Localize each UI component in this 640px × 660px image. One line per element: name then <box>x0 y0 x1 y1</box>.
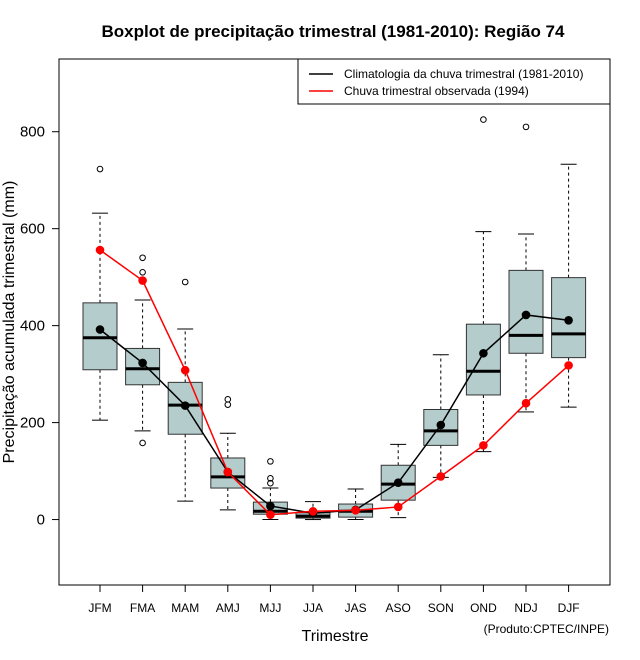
series-point-climatology-son <box>436 420 446 430</box>
x-tick-label-fma: FMA <box>130 601 155 615</box>
x-tick-label-jja: JJA <box>303 601 323 615</box>
y-tick-label-200: 200 <box>20 415 45 432</box>
legend-label-observed: Chuva trimestral observada (1994) <box>344 84 529 98</box>
x-tick-label-son: SON <box>428 601 454 615</box>
series-point-observed-fma <box>138 276 147 285</box>
x-tick-label-aso: ASO <box>386 601 411 615</box>
x-axis-title: Trimestre <box>302 628 369 645</box>
x-tick-label-jas: JAS <box>345 601 367 615</box>
boxes-layer <box>82 269 587 519</box>
series-point-climatology-aso <box>393 478 403 488</box>
series-point-climatology-ond <box>479 348 488 358</box>
x-axis: JFM FMA MAM AMJ MJJ JJA JAS ASO SON OND NDJ DJF <box>88 585 580 615</box>
series-point-climatology-ndj <box>521 310 531 320</box>
y-tick-label-600: 600 <box>20 221 45 238</box>
series-point-observed-jas <box>351 506 360 515</box>
outliers-layer <box>96 116 530 487</box>
legend-box <box>297 58 611 105</box>
series-point-observed-ndj <box>521 398 531 408</box>
outlier-amj-1 <box>224 396 232 403</box>
x-tick-label-ond: OND <box>470 601 497 615</box>
series-point-observed-mam <box>180 365 190 375</box>
outlier-jfm-0 <box>96 165 104 173</box>
whiskers-layer <box>92 163 577 521</box>
series-point-climatology-jfm <box>95 325 105 334</box>
x-tick-label-amj: AMJ <box>216 601 240 615</box>
y-tick-label-0: 0 <box>37 512 45 529</box>
x-tick-label-mjj: MJJ <box>259 601 281 615</box>
series-point-observed-mjj <box>266 510 275 520</box>
legend-label-climatology: Climatologia da chuva trimestral (1981-2… <box>344 67 583 81</box>
series-line-observed <box>99 249 570 516</box>
series-point-climatology-mam <box>180 401 190 410</box>
series-point-climatology-mjj <box>266 501 275 511</box>
y-tick-label-800: 800 <box>20 124 45 141</box>
series-point-observed-jja <box>308 507 318 516</box>
outlier-mjj-2 <box>267 458 274 465</box>
y-tick-label-400: 400 <box>20 318 45 335</box>
series-point-observed-amj <box>223 467 233 477</box>
credit-label: (Produto:CPTEC/INPE) <box>484 622 609 636</box>
series-point-climatology-fma <box>138 358 147 368</box>
series-point-observed-jfm <box>95 245 105 255</box>
x-tick-label-ndj: NDJ <box>514 601 537 615</box>
legend: Climatologia da chuva trimestral (1981-2… <box>297 58 611 105</box>
x-tick-label-jfm: JFM <box>88 601 111 615</box>
series-point-observed-aso <box>393 502 403 512</box>
x-tick-label-mam: MAM <box>171 601 199 615</box>
series-point-climatology-djf <box>564 316 573 325</box>
box-ond <box>465 323 501 396</box>
outlier-mjj-0 <box>267 479 274 487</box>
outlier-fma-1 <box>139 269 146 276</box>
y-axis-title: Precipitação acumulada trimestral (mm) <box>1 181 18 464</box>
y-axis: 0 200 400 600 800 <box>20 124 59 529</box>
series-layer <box>95 245 573 520</box>
outlier-fma-2 <box>139 254 146 262</box>
series-point-observed-djf <box>564 361 573 370</box>
outlier-ndj-0 <box>522 123 530 131</box>
outlier-amj-0 <box>224 401 232 408</box>
outlier-fma-0 <box>139 439 146 447</box>
series-point-observed-son <box>436 472 446 481</box>
x-tick-label-djf: DJF <box>558 601 580 615</box>
outlier-ond-0 <box>480 116 487 123</box>
outlier-mam-0 <box>181 278 189 286</box>
series-point-observed-ond <box>479 441 488 450</box>
outlier-mjj-1 <box>267 475 274 482</box>
chart-title: Boxplot de precipitação trimestral (1981… <box>102 22 565 41</box>
